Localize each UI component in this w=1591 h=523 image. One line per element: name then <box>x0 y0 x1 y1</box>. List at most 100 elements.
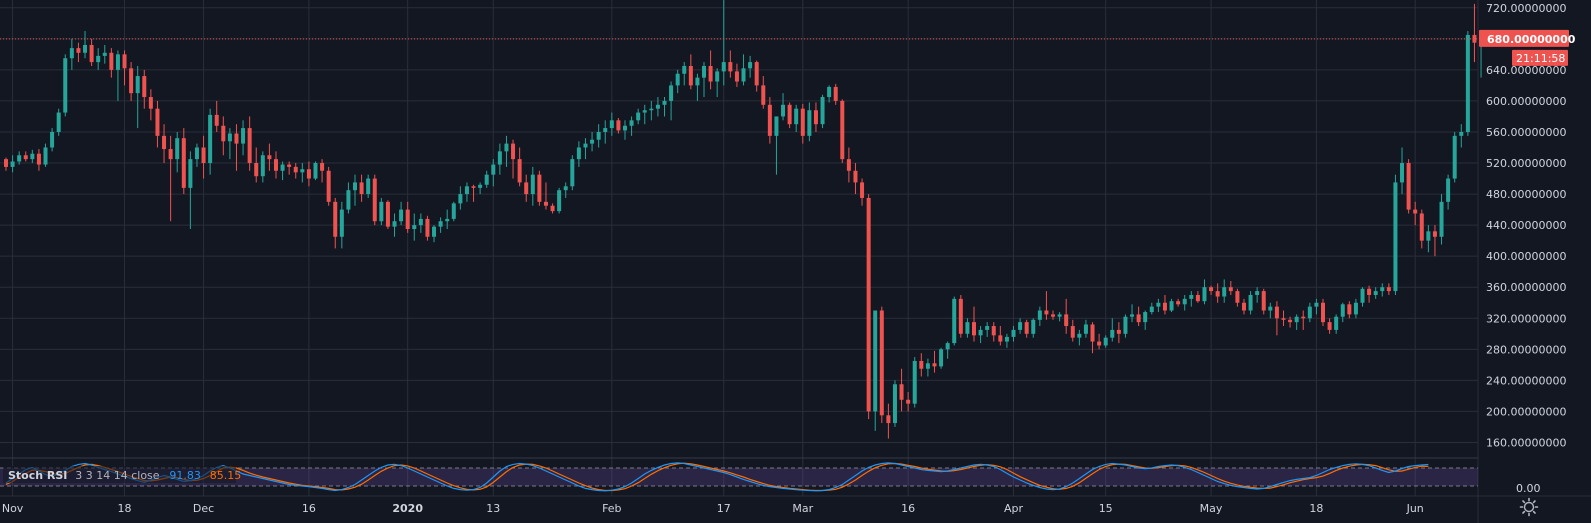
candle <box>115 50 120 101</box>
svg-text:Stoch RSI 3 3 14 14 clos: Stoch RSI 3 3 14 14 close 91.83 85.15 <box>8 469 241 482</box>
candle <box>392 213 397 237</box>
candle <box>688 54 693 90</box>
candle <box>142 69 147 109</box>
candle-body <box>734 71 739 82</box>
candle <box>1070 319 1075 342</box>
candle-body <box>511 143 516 160</box>
candle <box>135 65 140 129</box>
candle-body <box>958 298 963 334</box>
candle-body <box>162 135 167 150</box>
candle-body <box>1070 326 1075 338</box>
candle <box>787 102 792 129</box>
time-axis[interactable]: Nov 18 Dec 16 2020 13 Feb 17 Mar 16 Apr 15 May 18 Jun <box>2 502 1424 515</box>
candle <box>1373 287 1378 299</box>
candle-body <box>945 343 950 350</box>
candle-body <box>412 225 417 229</box>
candle <box>405 201 410 233</box>
candle <box>965 318 970 338</box>
candle <box>1340 302 1345 323</box>
candle <box>36 149 41 171</box>
candle <box>1413 201 1418 226</box>
candle <box>1064 298 1069 334</box>
candle <box>17 151 22 165</box>
candle-body <box>1235 291 1240 303</box>
candle-body <box>1465 34 1470 132</box>
candle-body <box>1380 287 1385 292</box>
settings-icon[interactable] <box>1519 497 1539 517</box>
candle <box>385 200 390 229</box>
candle <box>102 45 107 64</box>
candle <box>892 380 897 427</box>
price-axis[interactable]: 720.00000000680.00000000640.00000000600.… <box>1486 2 1566 450</box>
candle-body <box>1340 304 1345 317</box>
candle <box>1130 304 1135 323</box>
candle-body <box>906 399 911 404</box>
candle-body <box>227 133 232 142</box>
stoch-rsi-legend[interactable]: Stoch RSI 3 3 14 14 close 91.83 85.15 <box>3 466 241 483</box>
candle-body <box>181 138 186 188</box>
candle-body <box>537 174 542 202</box>
indicator-name: Stoch RSI <box>8 469 67 482</box>
candle <box>932 350 937 373</box>
candle-body <box>682 65 687 74</box>
candle-body <box>655 104 660 109</box>
candle-body <box>1169 301 1174 311</box>
candle <box>925 358 930 377</box>
stoch-d-line <box>5 462 1429 492</box>
candle <box>69 38 74 70</box>
candle <box>702 62 707 98</box>
candle-body <box>221 125 226 142</box>
candle-body <box>1018 322 1023 330</box>
candle <box>458 186 463 210</box>
candle <box>1446 174 1451 210</box>
time-tick-label: Dec <box>193 502 214 515</box>
candle-body <box>366 178 371 195</box>
price-tick-label: 280.00000000 <box>1486 343 1566 356</box>
candle-body <box>260 155 265 177</box>
candle <box>43 143 48 167</box>
candle-body <box>142 76 147 98</box>
candle <box>412 213 417 241</box>
candle-body <box>1011 329 1016 337</box>
candle-body <box>267 155 272 160</box>
candle-body <box>1176 301 1181 305</box>
candle <box>432 225 437 243</box>
candle <box>155 100 160 148</box>
price-tick-label: 200.00000000 <box>1486 405 1566 418</box>
candle <box>537 170 542 206</box>
candle <box>1182 294 1187 311</box>
time-tick-label: 16 <box>901 502 915 515</box>
candle-body <box>353 182 358 191</box>
candle <box>1143 310 1148 330</box>
candle-body <box>1307 306 1312 319</box>
candle-body <box>1097 341 1102 346</box>
candle <box>675 69 680 94</box>
candle-body <box>293 166 298 173</box>
candle-body <box>675 73 680 86</box>
candle <box>1386 283 1391 295</box>
candle-body <box>622 125 627 131</box>
candle-body <box>445 218 450 222</box>
candlestick-series <box>4 0 1484 439</box>
candle-body <box>418 218 423 226</box>
candle <box>912 357 917 408</box>
candle <box>1103 335 1108 348</box>
candle <box>83 31 88 59</box>
candle-body <box>280 164 285 171</box>
candle-body <box>306 169 311 179</box>
candle <box>1327 318 1332 334</box>
candle <box>642 104 647 125</box>
candle-body <box>1373 291 1378 295</box>
candle-body <box>702 65 707 78</box>
candle-body <box>135 76 140 94</box>
candle-body <box>50 131 55 148</box>
candle-body <box>978 329 983 336</box>
candle <box>1307 302 1312 323</box>
price-tick-label: 640.00000000 <box>1486 64 1566 77</box>
candle <box>530 166 535 206</box>
price-tick-label: 440.00000000 <box>1486 219 1566 232</box>
candle-body <box>1143 312 1148 323</box>
candle-body <box>155 108 160 136</box>
candle-body <box>603 128 608 132</box>
